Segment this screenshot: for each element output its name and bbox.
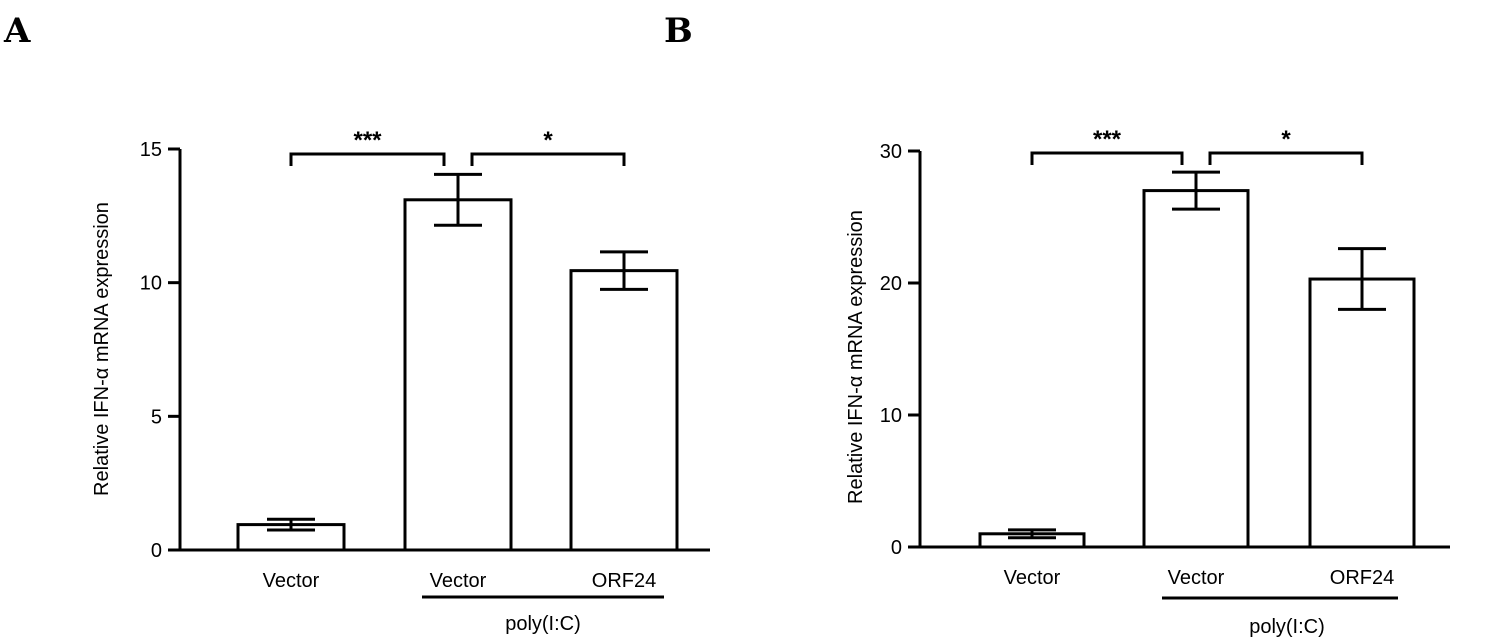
significance-bracket [1208,151,1364,165]
chart-panel-A: A 0 5 10 15 Relative IFN-α mRNA expression Vec… [3,11,710,635]
y-tick-label: 10 [140,273,162,295]
significance-label: *** [1093,126,1122,153]
y-tick-label: 20 [880,273,902,295]
bar [1308,277,1416,549]
bar [403,198,513,552]
y-axis-title: Relative IFN-α mRNA expression [845,210,867,504]
bar [1142,189,1250,549]
chart-panel-B: B 0 10 20 30 Relative IFN-α mRNA expression Ve… [664,11,1450,638]
category-label: Vector [263,570,320,592]
y-tick-label: 0 [891,537,902,559]
y-tick-label: 5 [151,406,162,428]
group-label: poly(I:C) [505,613,581,635]
y-tick-label: 30 [880,141,902,163]
significance-label: * [1281,126,1291,153]
significance-label: * [543,127,553,154]
category-label: Vector [1004,567,1061,589]
panel-letter: B [664,11,693,51]
group-label: poly(I:C) [1249,616,1325,638]
y-axis-title: Relative IFN-α mRNA expression [91,202,113,496]
category-label: Vector [430,570,487,592]
category-label: Vector [1168,567,1225,589]
significance-label: *** [353,127,382,154]
panel-letter: A [3,11,31,51]
y-tick-label: 10 [880,405,902,427]
significance-bracket [470,152,626,166]
y-tick-label: 0 [151,540,162,562]
significance-bracket [1030,151,1184,165]
bar [569,269,679,552]
category-label: ORF24 [1330,567,1394,589]
y-tick-label: 15 [140,139,162,161]
category-label: ORF24 [592,570,656,592]
significance-bracket [289,152,446,166]
